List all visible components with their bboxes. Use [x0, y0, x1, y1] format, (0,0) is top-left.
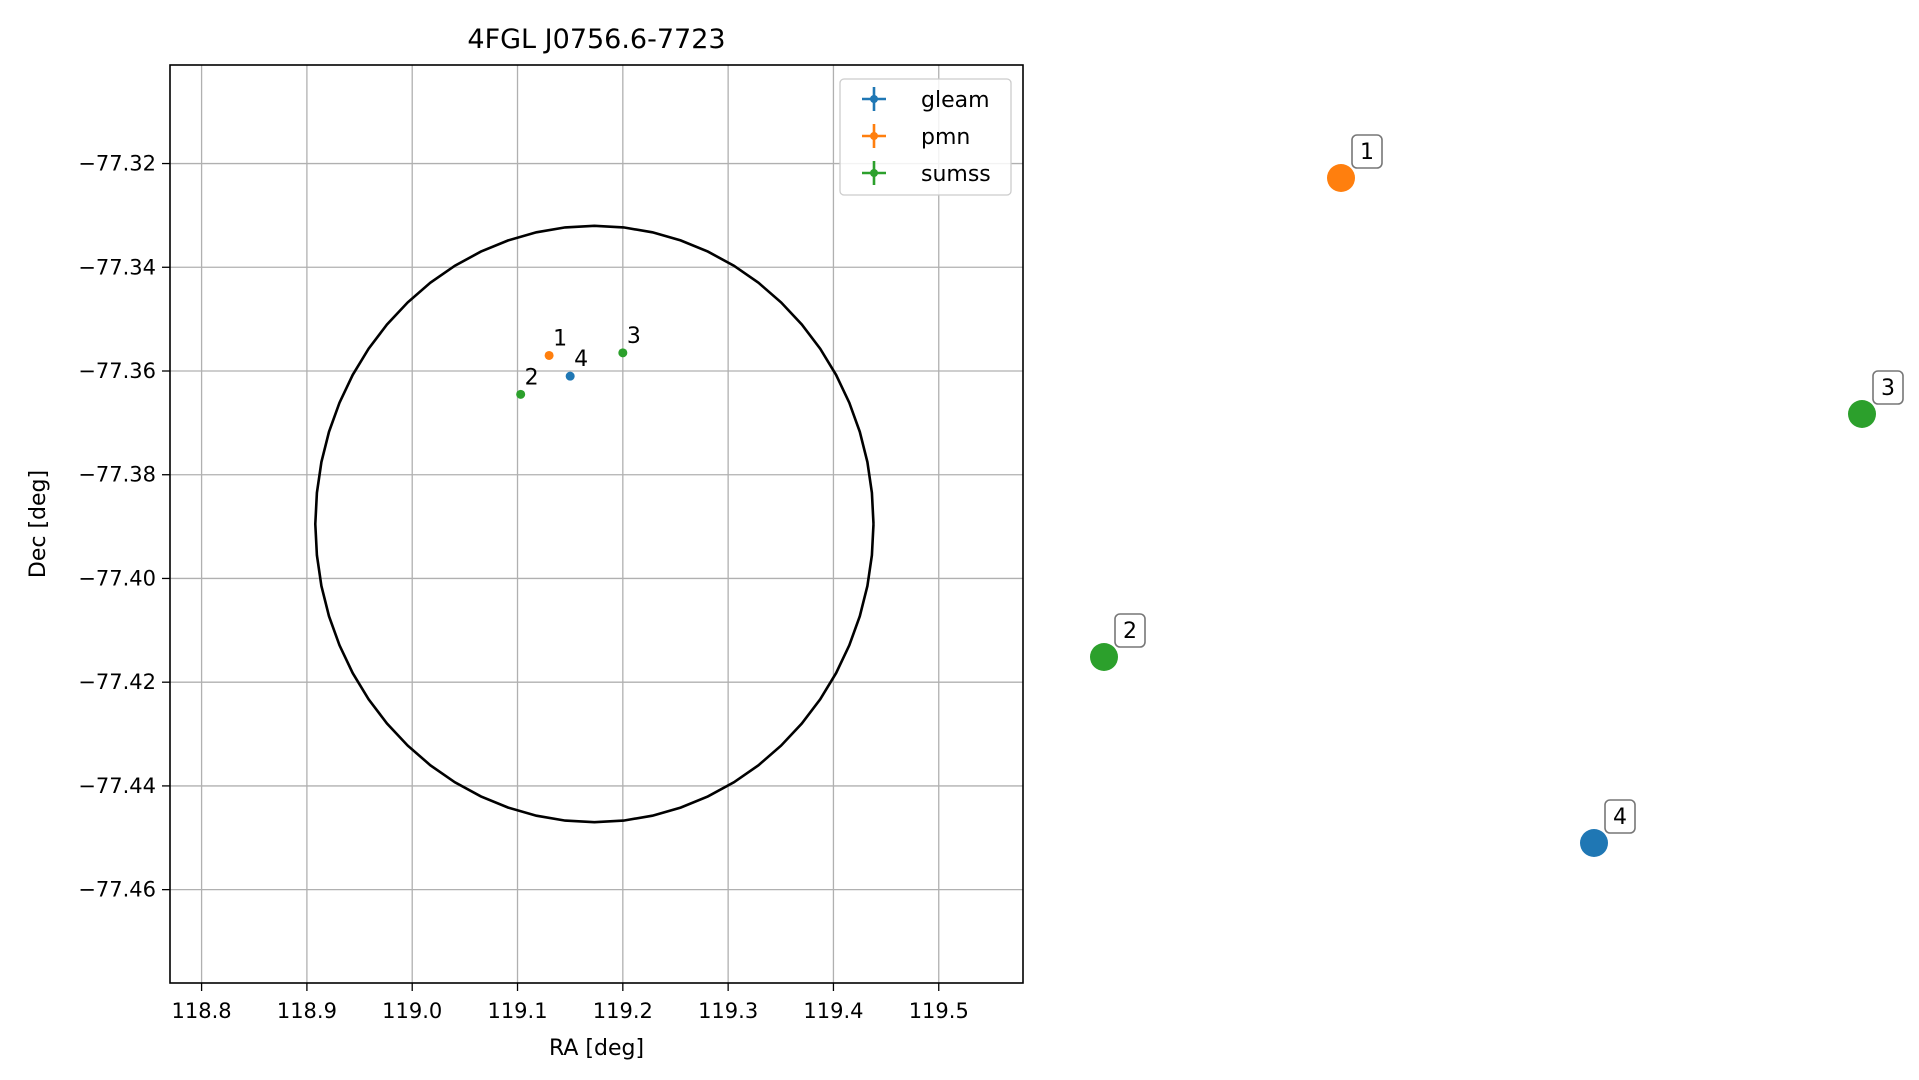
data-point-sumss [516, 389, 526, 399]
y-tick-label: −77.38 [78, 463, 156, 487]
x-tick-label: 119.3 [698, 999, 758, 1023]
x-tick-label: 119.5 [909, 999, 969, 1023]
side-marker-label-box [1351, 134, 1383, 169]
data-point-label: 4 [574, 347, 588, 372]
data-point-label: 1 [553, 326, 567, 351]
side-marker-label: 1 [1360, 140, 1374, 165]
x-tick-label: 119.4 [803, 999, 863, 1023]
plot-frame [169, 64, 1024, 984]
side-marker-3 [1848, 400, 1876, 428]
legend-box [839, 78, 1012, 196]
grid [170, 65, 1023, 983]
x-tick-label: 119.2 [593, 999, 653, 1023]
uncertainty-ellipse [313, 224, 875, 824]
y-tick-label: −77.36 [78, 359, 156, 383]
y-tick-label: −77.32 [78, 152, 156, 176]
data-points: 412 3 [516, 324, 641, 399]
side-marker-label: 2 [1123, 619, 1137, 644]
x-axis-ticks: 118.8 118.9 119.0 119.1 119.2 119.3 119.4 119.5 [172, 983, 969, 1023]
data-point-pmn [544, 350, 554, 360]
x-tick-label: 119.0 [382, 999, 442, 1023]
uncertainty-ellipse-group [313, 224, 875, 824]
legend: gleam pmn sumss [839, 78, 1012, 196]
side-marker-panel: 1 2 3 4 [1090, 134, 1904, 857]
y-tick-label: −77.34 [78, 255, 156, 279]
legend-swatch-dot [870, 95, 878, 103]
side-marker-label: 4 [1613, 805, 1627, 830]
side-marker-label-box [1872, 370, 1904, 405]
legend-swatch-dot [870, 169, 878, 177]
side-marker-2 [1090, 643, 1118, 671]
legend-label-sumss: sumss [921, 162, 991, 187]
side-marker-1 [1327, 164, 1355, 192]
data-point-sumss [618, 348, 628, 358]
y-tick-label: −77.46 [78, 878, 156, 902]
x-tick-label: 118.8 [172, 999, 232, 1023]
data-point-gleam [565, 371, 575, 381]
side-marker-label-box [1604, 799, 1636, 834]
side-marker-label: 3 [1881, 376, 1895, 401]
x-axis-label: RA [deg] [549, 1036, 644, 1061]
y-tick-label: −77.40 [78, 566, 156, 590]
data-point-label: 2 [525, 365, 539, 390]
legend-swatch-dot [870, 132, 878, 140]
side-marker-4 [1580, 829, 1608, 857]
side-marker-label-box [1114, 613, 1146, 648]
y-axis-label: Dec [deg] [26, 470, 51, 578]
y-tick-label: −77.44 [78, 774, 156, 798]
legend-label-pmn: pmn [921, 125, 970, 150]
legend-label-gleam: gleam [921, 88, 990, 113]
y-tick-label: −77.42 [78, 670, 156, 694]
chart-title: 4FGL J0756.6-7723 [467, 24, 725, 55]
y-axis-ticks: −77.32 −77.34 −77.36 −77.38 −77.40 −77.42 −77.… [78, 152, 170, 902]
x-tick-label: 118.9 [277, 999, 337, 1023]
x-tick-label: 119.1 [487, 999, 547, 1023]
data-point-label: 3 [627, 324, 641, 349]
